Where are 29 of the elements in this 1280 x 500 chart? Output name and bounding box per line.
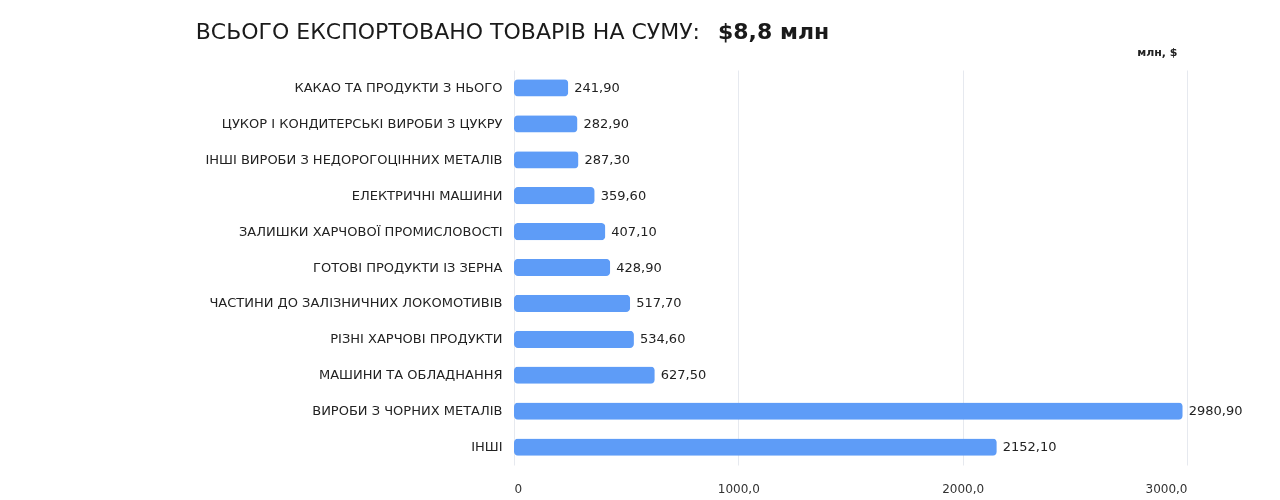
data-label: 282,90 [583,115,629,131]
data-label: 2152,10 [1002,439,1057,455]
y-tick-label: ГОТОВІ ПРОДУКТИ ІЗ ЗЕРНА [312,259,503,275]
y-tick-label: ВИРОБИ З ЧОРНИХ МЕТАЛІВ [312,403,503,419]
x-tick-label: 2000,0 [942,481,985,496]
data-label: 407,10 [611,223,657,239]
y-tick-label: ЧАСТИНИ ДО ЗАЛІЗНИЧНИХ ЛОКОМОТИВІВ [209,295,503,311]
y-tick-label: ІНШІ [471,439,503,455]
chart-title: ВСЬОГО ЕКСПОРТОВАНО ТОВАРІВ НА СУМУ: [195,19,700,44]
x-tick-label: 3000,0 [1145,481,1188,496]
text: $8,8 млн [718,19,830,44]
data-label: 241,90 [574,79,620,95]
y-tick-label: ЦУКОР І КОНДИТЕРСЬКІ ВИРОБИ З ЦУКРУ [221,115,503,131]
data-label: 534,60 [639,331,686,347]
data-label: 359,60 [600,187,647,203]
data-label: 2980,90 [1188,403,1243,419]
data-label: 517,70 [636,295,682,311]
y-tick-label: КАКАО ТА ПРОДУКТИ З НЬОГО [294,79,503,95]
data-label: 287,30 [584,151,630,167]
x-tick-label: 0 [514,481,523,496]
y-tick-label: ЗАЛИШКИ ХАРЧОВОЇ ПРОМИСЛОВОСТІ [239,223,503,239]
y-tick-label: РІЗНІ ХАРЧОВІ ПРОДУКТИ [330,331,503,347]
x-axis-title: млн, $ [1137,45,1178,59]
y-tick-label: МАШИНИ ТА ОБЛАДНАННЯ [318,367,503,383]
data-label: 627,50 [660,367,707,383]
y-tick-label: ЕЛЕКТРИЧНІ МАШИНИ [351,187,503,203]
data-label: 428,90 [616,259,662,275]
y-tick-label: ІНШІ ВИРОБИ З НЕДОРОГОЦІННИХ МЕТАЛІВ [205,151,503,167]
x-tick-label: 1000,0 [717,481,760,496]
